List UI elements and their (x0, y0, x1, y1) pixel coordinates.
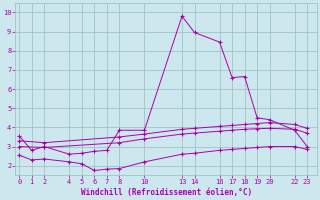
X-axis label: Windchill (Refroidissement éolien,°C): Windchill (Refroidissement éolien,°C) (81, 188, 252, 197)
